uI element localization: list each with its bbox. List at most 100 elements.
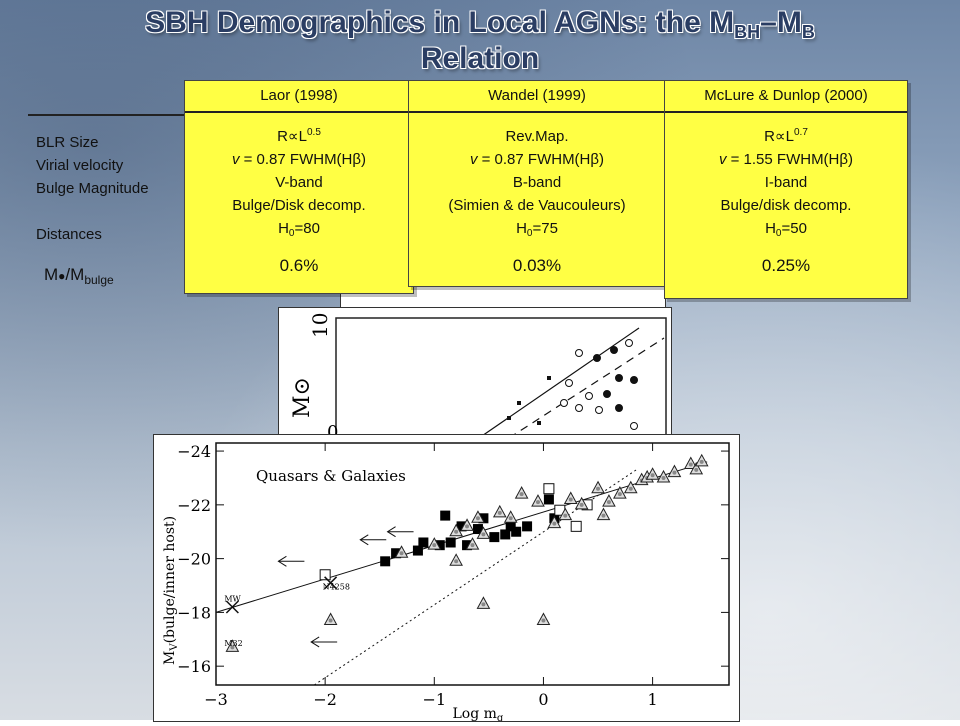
band-value: V-band bbox=[275, 174, 323, 191]
triangle-point-center bbox=[230, 645, 235, 650]
filled-square-point bbox=[489, 532, 500, 543]
back-data-point bbox=[560, 399, 568, 407]
triangle-point-center bbox=[568, 497, 573, 502]
y-tick-label: −24 bbox=[177, 442, 211, 461]
y-tick-label: −16 bbox=[177, 657, 211, 676]
filled-square-point bbox=[511, 526, 522, 537]
open-square-point bbox=[570, 520, 582, 532]
row-label-blr-size: BLR Size bbox=[36, 134, 99, 151]
mass-ratio-value: 0.6% bbox=[279, 256, 319, 275]
back-fit-line bbox=[478, 327, 640, 439]
filled-square-point bbox=[412, 545, 423, 556]
back-data-point bbox=[537, 421, 541, 425]
back-data-point bbox=[625, 339, 633, 347]
triangle-point-center bbox=[328, 618, 333, 623]
back-data-point bbox=[575, 349, 583, 357]
filled-square-point bbox=[472, 524, 483, 535]
band-value: I-band bbox=[764, 174, 808, 191]
mass-ratio-value: 0.03% bbox=[512, 256, 562, 275]
triangle-point-center bbox=[661, 475, 666, 480]
filled-square-point bbox=[462, 540, 473, 551]
back-ylabel: M⊙ bbox=[290, 377, 315, 418]
scatter-chart: −3 −2 −1 0 1 −24 −22 −20 −18 −16 Log mg MV(bulge/in… bbox=[162, 442, 730, 724]
filled-square-point bbox=[500, 529, 511, 540]
triangle-point-center bbox=[497, 510, 502, 515]
column-header: Wandel (1999) bbox=[409, 81, 665, 113]
triangle-point-center bbox=[481, 602, 486, 607]
upper-limit-arrowhead bbox=[386, 526, 396, 538]
triangle-point-center bbox=[541, 618, 546, 623]
column-header: McLure & Dunlop (2000) bbox=[665, 81, 907, 113]
filled-square-point bbox=[418, 537, 429, 548]
filled-square-point bbox=[445, 537, 456, 548]
method-note: Bulge/disk decomp. bbox=[720, 197, 852, 214]
blr-size-value: R∝L0.5 bbox=[277, 127, 321, 145]
row-labels: BLR Size Virial velocity Bulge Magnitude… bbox=[36, 131, 149, 246]
triangle-point-center bbox=[579, 502, 584, 507]
chart-title: Quasars & Galaxies bbox=[256, 467, 406, 485]
back-data-point bbox=[630, 422, 638, 430]
x-tick-label: −3 bbox=[204, 690, 228, 709]
triangle-point-center bbox=[470, 543, 475, 548]
column-card-mclure: McLure & Dunlop (2000) R∝L0.7 v = 1.55 FWH… bbox=[664, 80, 908, 299]
upper-limit-arrowhead bbox=[310, 636, 320, 648]
mass-ratio-value: 0.25% bbox=[761, 256, 811, 275]
triangle-point-center bbox=[694, 467, 699, 472]
triangle-point-center bbox=[519, 492, 524, 497]
back-data-point bbox=[603, 390, 611, 398]
band-value: B-band bbox=[512, 174, 562, 191]
back-data-point bbox=[507, 416, 511, 420]
point-annotation: M32 bbox=[224, 639, 242, 648]
upper-limit-arrowhead bbox=[359, 534, 369, 546]
front-figure: −3 −2 −1 0 1 −24 −22 −20 −18 −16 Log mg MV(bulge/in… bbox=[153, 434, 740, 724]
slide-title-line-1: SBH Demographics in Local AGNs: the MBH–… bbox=[145, 6, 815, 42]
triangle-point-center bbox=[432, 543, 437, 548]
triangle-point-center bbox=[628, 486, 633, 491]
slide-title-line-2: Relation bbox=[420, 42, 540, 75]
row-label-virial-velocity: Virial velocity bbox=[36, 157, 124, 174]
row-label-bulge-magnitude: Bulge Magnitude bbox=[36, 180, 149, 197]
y-axis-label: MV(bulge/inner host) bbox=[162, 516, 180, 665]
virial-velocity-value: v = 0.87 FWHM(Hβ) bbox=[231, 151, 367, 168]
triangle-point-center bbox=[454, 529, 459, 534]
filled-square-point bbox=[380, 556, 391, 567]
cross-point bbox=[324, 576, 338, 590]
back-dashed-line bbox=[508, 337, 665, 439]
distance-value: H0=75 bbox=[516, 220, 558, 239]
row-label-distances: Distances bbox=[36, 226, 102, 243]
filled-square-point bbox=[478, 513, 489, 524]
filled-square-point bbox=[391, 548, 402, 559]
back-tick-10: 10 bbox=[308, 313, 332, 338]
x-tick-label: −2 bbox=[313, 690, 337, 709]
solid-fit-line bbox=[215, 461, 708, 613]
back-data-point bbox=[517, 401, 521, 405]
y-tick-label: −22 bbox=[177, 496, 211, 515]
column-card-laor: Laor (1998) R∝L0.5 v = 0.87 FWHM(Hβ) V-band… bbox=[184, 80, 414, 294]
open-square-point bbox=[543, 483, 555, 495]
column-card-wandel: Wandel (1999) Rev.Map. v = 0.87 FWHM(Hβ) B-… bbox=[408, 80, 666, 287]
triangle-point-center bbox=[552, 521, 557, 526]
triangle-point-center bbox=[596, 486, 601, 491]
blr-size-value: Rev.Map. bbox=[505, 128, 569, 145]
triangle-point-center bbox=[672, 470, 677, 475]
triangle-point-center bbox=[481, 532, 486, 537]
back-data-point bbox=[547, 376, 551, 380]
triangle-point-center bbox=[454, 559, 459, 564]
open-square-point bbox=[319, 569, 331, 581]
triangle-point-center bbox=[606, 500, 611, 505]
row-label-mass-ratio: M●/Mbulge bbox=[44, 265, 114, 287]
x-axis-label: Log mg bbox=[453, 706, 504, 721]
back-data-point bbox=[610, 346, 618, 354]
point-annotation: MW bbox=[224, 595, 241, 604]
triangle-point-center bbox=[601, 513, 606, 518]
filled-square-point bbox=[543, 494, 554, 505]
filled-square-point bbox=[522, 521, 533, 532]
back-data-point bbox=[575, 404, 583, 412]
method-note: Bulge/Disk decomp. bbox=[232, 197, 366, 214]
triangle-point-center bbox=[563, 513, 568, 518]
x-tick-label: −1 bbox=[423, 690, 447, 709]
filled-square-point bbox=[505, 521, 516, 532]
triangle-point-center bbox=[465, 524, 470, 529]
x-tick-label: 1 bbox=[648, 690, 658, 709]
triangle-point-center bbox=[508, 516, 513, 521]
